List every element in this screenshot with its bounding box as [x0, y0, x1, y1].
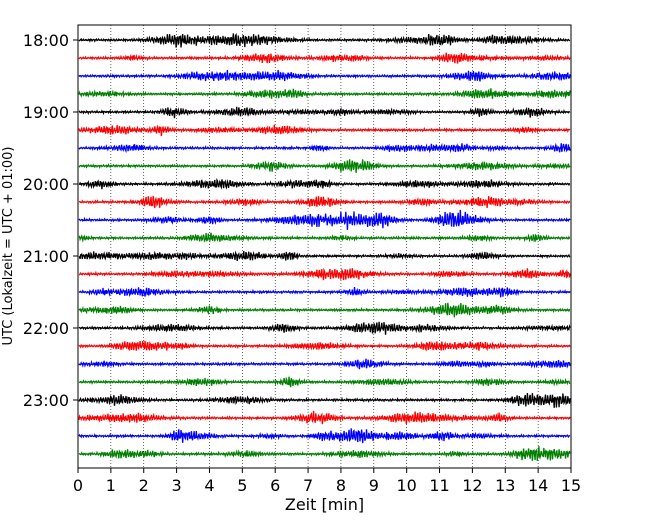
x-tick-label: 2: [139, 476, 149, 495]
y-axis-label: UTC (Lokalzeit = UTC + 01:00): [1, 147, 16, 346]
x-tick-label: 12: [462, 476, 482, 495]
seismic-trace: [78, 69, 571, 82]
x-tick-label: 0: [73, 476, 83, 495]
y-tick-label: 18:00: [23, 31, 69, 50]
seismic-trace: [78, 267, 571, 281]
y-tick-label: 19:00: [23, 103, 69, 122]
y-tick-label: 22:00: [23, 319, 69, 338]
seismic-trace: [78, 159, 571, 173]
x-tick-label: 9: [369, 476, 379, 495]
x-tick-label: 13: [495, 476, 515, 495]
x-axis-label: Zeit [min]: [285, 495, 364, 514]
y-tick-label: 20:00: [23, 175, 69, 194]
seismic-trace: [78, 88, 571, 100]
grid-lines: [110, 25, 539, 468]
seismic-trace: [78, 302, 571, 318]
seismic-trace: [78, 321, 571, 335]
x-tick-label: 6: [270, 476, 280, 495]
y-tick-label: 21:00: [23, 247, 69, 266]
seismic-trace: [78, 428, 571, 444]
x-tick-label: 8: [336, 476, 346, 495]
seismic-trace: [78, 52, 571, 64]
y-axis: 18:00 19:00 20:00 21:00 22:00 23:00: [23, 31, 78, 410]
x-tick-label: 15: [561, 476, 581, 495]
seismic-trace: [78, 32, 571, 48]
x-tick-label: 14: [528, 476, 548, 495]
seismic-traces: [78, 32, 571, 461]
x-tick-label: 10: [396, 476, 416, 495]
seismic-trace: [78, 209, 571, 230]
seismic-trace: [78, 287, 571, 298]
seismic-trace: [78, 177, 571, 190]
plot-frame: [77, 24, 572, 469]
seismic-trace: [78, 250, 571, 261]
seismic-trace: [78, 195, 571, 209]
seismic-trace: [78, 340, 571, 352]
seismic-trace: [78, 446, 571, 461]
x-axis: 0 1 2 3 4 5 6 7 8 9 10 11 12 13 14 15: [73, 468, 581, 495]
seismic-trace: [78, 232, 571, 243]
seismic-trace: [78, 124, 571, 137]
y-tick-label: 23:00: [23, 391, 69, 410]
seismic-trace: [78, 106, 571, 119]
seismic-trace: [78, 392, 571, 408]
plot-background: [78, 25, 571, 468]
x-tick-label: 4: [204, 476, 214, 495]
x-tick-label: 3: [172, 476, 182, 495]
x-tick-label: 1: [106, 476, 116, 495]
x-tick-label: 11: [429, 476, 449, 495]
x-tick-label: 5: [237, 476, 247, 495]
seismic-trace: [78, 358, 571, 370]
seismic-trace: [78, 410, 571, 425]
seismic-trace: [78, 376, 571, 388]
x-tick-label: 7: [303, 476, 313, 495]
seismic-trace: [78, 142, 571, 154]
